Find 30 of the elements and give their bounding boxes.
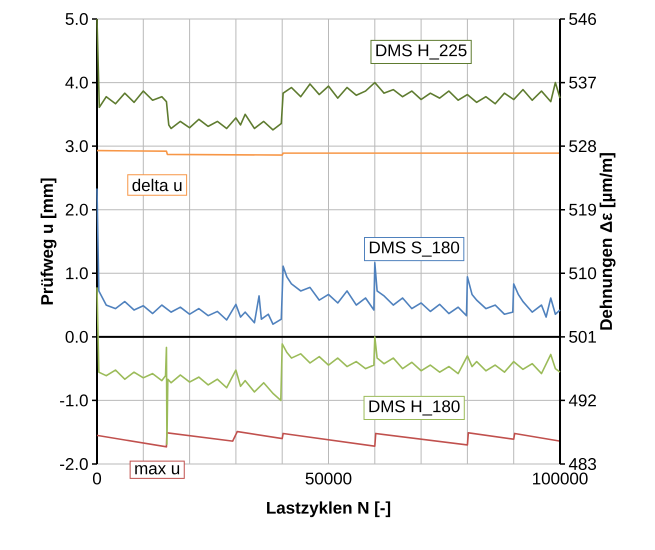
line-series — [96, 18, 561, 131]
x-axis-title: Lastzyklen N [-] — [267, 501, 390, 518]
y2-tick-label: 519 — [569, 204, 596, 216]
series-label: max u — [135, 465, 180, 474]
y-tick-label: -1.0 — [60, 394, 88, 406]
series-label: DMS H_225 — [376, 44, 466, 60]
line-series — [96, 430, 561, 448]
y2-axis-title: Dehnungen Δε [µm/m] — [600, 153, 616, 330]
y2-tick-label: 501 — [569, 330, 596, 343]
y-tick-label: 1.0 — [66, 267, 88, 280]
y2-tick-label: 537 — [569, 76, 596, 89]
y-tick-label: 0.0 — [66, 330, 88, 343]
series-label: DMS H_180 — [369, 400, 460, 416]
y-tick-label: 3.0 — [66, 140, 88, 152]
x-tick-label: 50000 — [306, 472, 352, 485]
y2-tick-label: 546 — [569, 13, 596, 26]
line-series — [96, 286, 561, 446]
series-label: delta u — [132, 178, 182, 192]
y2-tick-label: 528 — [569, 140, 596, 152]
y-tick-label: 4.0 — [65, 76, 88, 89]
y-tick-label: -2.0 — [60, 458, 88, 470]
x-tick-label: 0 — [92, 472, 102, 485]
series-label: DMS S_180 — [370, 241, 460, 257]
y-tick-label: 2.0 — [66, 204, 88, 216]
y2-tick-label: 510 — [569, 267, 596, 280]
y-tick-label: 5.0 — [66, 13, 88, 25]
y2-tick-label: 483 — [568, 458, 596, 470]
x-tick-label: 100000 — [533, 472, 588, 485]
y2-tick-label: 492 — [568, 394, 596, 406]
y-axis-title: Prüfweg u [mm] — [40, 178, 56, 304]
